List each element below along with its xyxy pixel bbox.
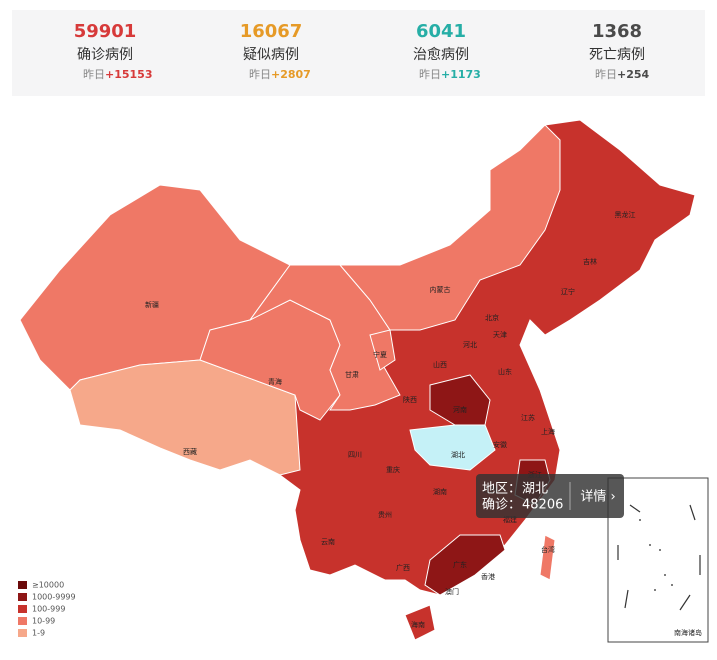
legend-swatch — [18, 581, 27, 589]
legend-swatch — [18, 593, 27, 601]
region-label: 香港 — [481, 572, 495, 581]
tooltip-box — [476, 474, 624, 518]
region-label: 甘肃 — [345, 370, 359, 379]
tooltip-link[interactable]: 详情 › — [580, 490, 615, 505]
region-label: 西藏 — [183, 447, 197, 456]
legend-label: 1-9 — [32, 629, 45, 638]
region — [369, 329, 396, 371]
region-label: 海南 — [411, 620, 425, 629]
region — [404, 604, 436, 641]
stat-delta-prefix: 昨日 — [595, 68, 617, 81]
legend-label: 100-999 — [32, 605, 65, 614]
region-label: 湖北 — [451, 450, 465, 459]
region — [409, 424, 496, 471]
stat-delta-prefix: 昨日 — [83, 68, 105, 81]
tooltip-count-label: 确诊： — [482, 498, 521, 513]
stat-label: 治愈病例 — [413, 47, 469, 63]
region-label: 黑龙江 — [615, 210, 636, 219]
stat-delta: +2807 — [271, 68, 311, 81]
legend-label: 10-99 — [32, 617, 55, 626]
region-label: 青海 — [268, 377, 282, 386]
region-label: 天津 — [493, 331, 507, 339]
inset-dashes — [617, 504, 701, 611]
region-label: 澳门 — [445, 587, 459, 596]
legend-label: 1000-9999 — [32, 593, 76, 602]
stat-delta: +254 — [617, 68, 650, 81]
stat-delta: +15153 — [105, 68, 153, 81]
stat-delta-prefix: 昨日 — [249, 68, 271, 81]
tooltip-region-label: 地区： — [482, 482, 521, 497]
region — [338, 124, 561, 331]
stat-label: 死亡病例 — [589, 47, 645, 63]
legend-label: ≥10000 — [32, 581, 64, 590]
region-label: 河南 — [453, 405, 467, 414]
map: 新疆西藏青海甘肃内蒙古宁夏河南湖北广东浙江海南台湾黑龙江吉林辽宁北京天津河北山西… — [19, 119, 696, 641]
region-label: 广西 — [396, 563, 410, 572]
region-label: 四川 — [348, 451, 362, 459]
region-label: 台湾 — [541, 545, 555, 554]
inset-label: 南海诸岛 — [674, 628, 702, 637]
region-label: 云南 — [321, 537, 335, 546]
region-label: 河北 — [463, 341, 477, 349]
legend-swatch — [18, 617, 27, 625]
region-label: 重庆 — [386, 465, 400, 474]
stat-value: 1368 — [592, 21, 642, 42]
region — [69, 359, 301, 476]
region — [539, 534, 556, 581]
tooltip-region: 湖北 — [522, 482, 548, 497]
region-label: 上海 — [541, 427, 555, 436]
tooltip-count: 48206 — [522, 498, 563, 513]
region — [424, 534, 506, 596]
region-label: 山西 — [433, 360, 447, 369]
region-label: 内蒙古 — [430, 285, 451, 294]
region-label: 宁夏 — [373, 350, 387, 359]
region-label: 山东 — [498, 367, 512, 376]
region-label: 福建 — [503, 515, 517, 524]
region-label: 江苏 — [521, 413, 535, 422]
stat-value: 59901 — [74, 21, 137, 42]
stat-value: 6041 — [416, 21, 466, 42]
inset-box — [607, 477, 709, 643]
region-label: 新疆 — [145, 300, 159, 309]
legend-swatch — [18, 605, 27, 613]
region-label: 吉林 — [583, 257, 597, 266]
region-label: 北京 — [485, 313, 499, 322]
stat-value: 16067 — [240, 21, 303, 42]
region-label: 辽宁 — [561, 287, 575, 296]
inset-islands — [639, 519, 673, 591]
region-label: 陕西 — [403, 395, 417, 404]
region-label: 湖南 — [433, 487, 447, 496]
stats-panel — [12, 10, 705, 96]
stat-delta: +1173 — [441, 68, 481, 81]
stat-label: 疑似病例 — [243, 47, 299, 63]
region-label: 贵州 — [378, 510, 392, 519]
region-label: 安徽 — [493, 440, 507, 449]
stat-label: 确诊病例 — [77, 47, 133, 63]
region-label: 广东 — [453, 560, 467, 569]
legend-swatch — [18, 629, 27, 637]
stat-delta-prefix: 昨日 — [419, 68, 441, 81]
